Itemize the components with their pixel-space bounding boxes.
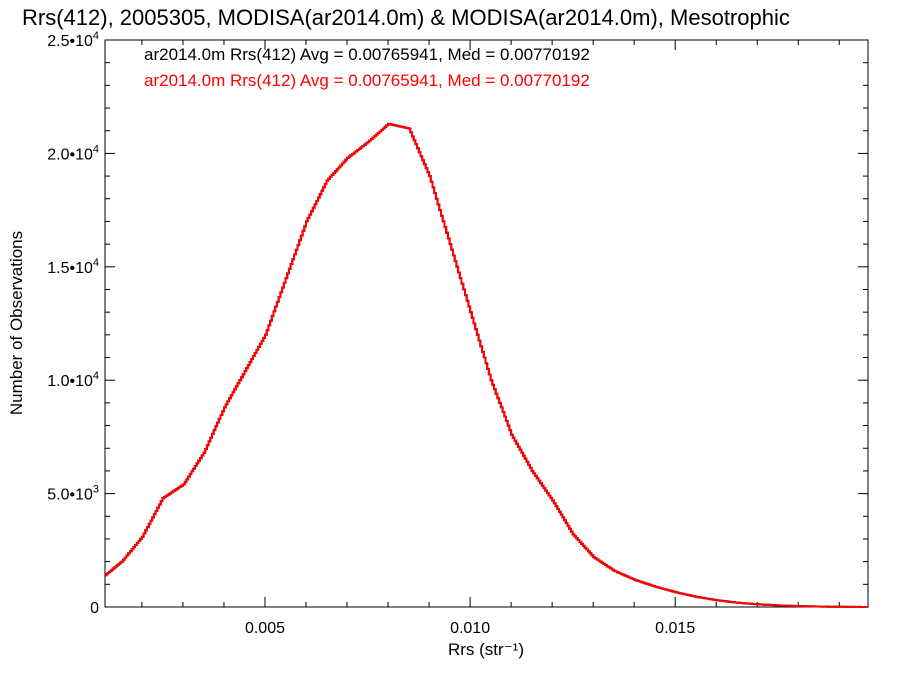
plot-area-frame — [104, 39, 869, 608]
legend-entry-1: ar2014.0m Rrs(412) Avg = 0.00765941, Med… — [144, 45, 590, 64]
y-tick-label: 1.5•104 — [47, 257, 99, 277]
x-tick-labels: 0.005 0.010 0.015 — [245, 620, 695, 637]
x-tick-label: 0.005 — [245, 620, 285, 637]
y-tick-label: 2.5•104 — [47, 30, 99, 50]
x-tick-label: 0.015 — [655, 620, 695, 637]
y-tick-label: 2.0•104 — [47, 143, 99, 163]
legend: ar2014.0m Rrs(412) Avg = 0.00765941, Med… — [144, 45, 590, 90]
tick-marks — [105, 39, 868, 608]
y-tick-label: 5.0•103 — [47, 484, 99, 504]
y-axis-label: Number of Observations — [7, 231, 26, 415]
y-tick-labels: 0 5.0•103 1.0•104 1.5•104 2.0•104 2.5•104 — [47, 30, 99, 617]
y-tick-label: 0 — [90, 600, 99, 617]
series-lines — [105, 122, 868, 608]
chart-title: Rrs(412), 2005305, MODISA(ar2014.0m) & M… — [22, 5, 790, 30]
series-line-2 — [105, 122, 868, 608]
y-tick-label: 1.0•104 — [47, 370, 99, 390]
x-axis-label: Rrs (str⁻¹) — [448, 640, 524, 659]
x-tick-label: 0.010 — [450, 620, 490, 637]
legend-entry-2: ar2014.0m Rrs(412) Avg = 0.00765941, Med… — [144, 71, 590, 90]
